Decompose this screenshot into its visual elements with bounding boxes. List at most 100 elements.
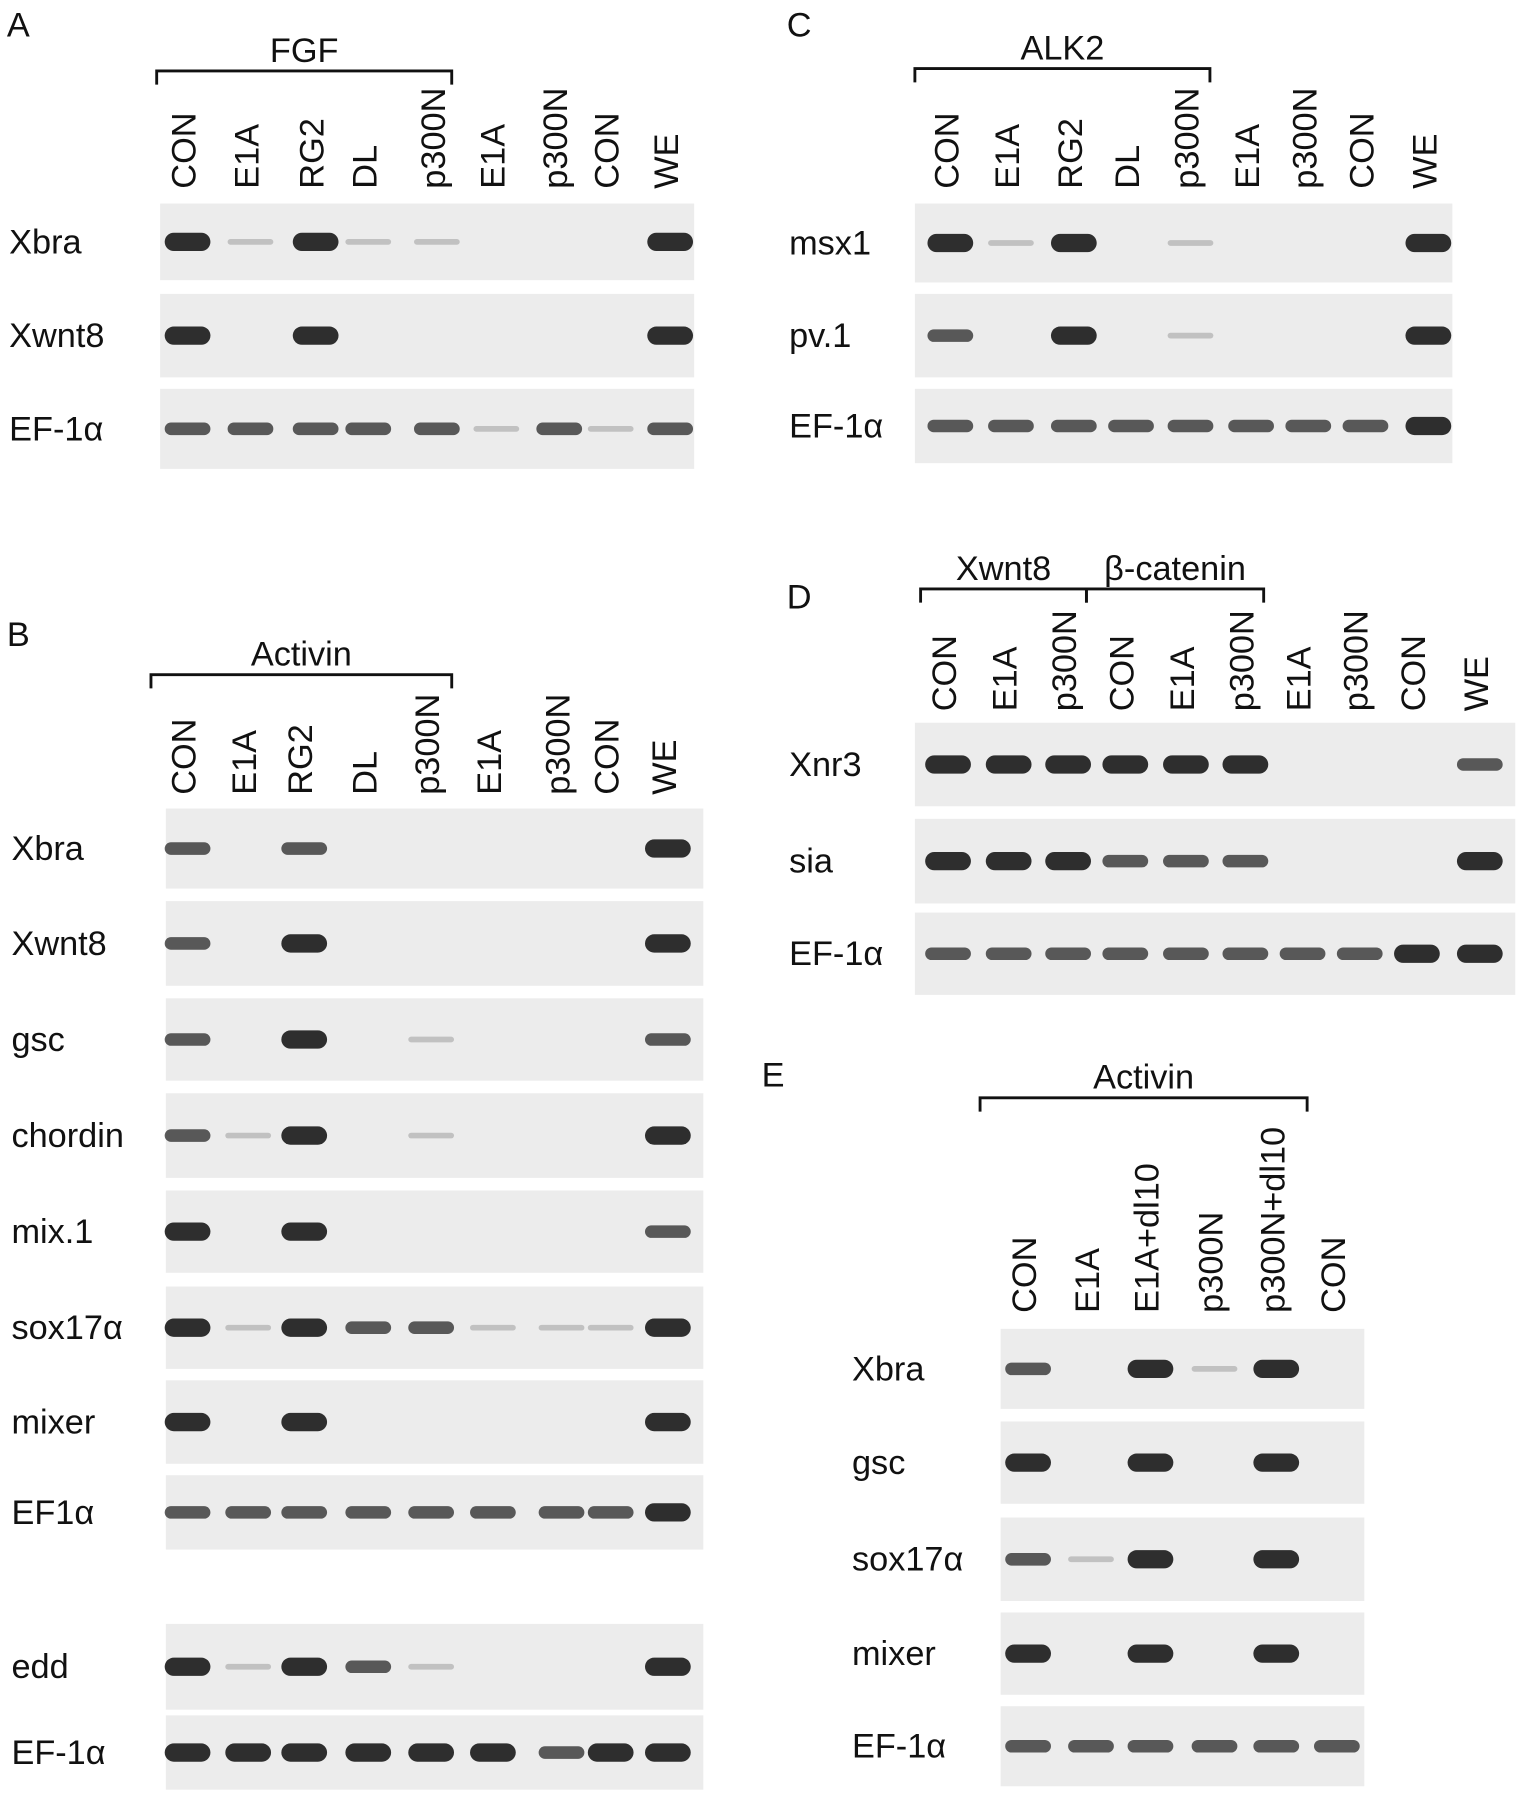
band bbox=[1405, 416, 1452, 436]
band bbox=[1253, 1644, 1300, 1663]
lane-label: DL bbox=[346, 145, 384, 189]
band bbox=[1167, 419, 1214, 433]
band bbox=[1405, 233, 1452, 253]
band bbox=[292, 422, 339, 436]
band bbox=[1191, 1366, 1238, 1372]
band bbox=[225, 1132, 272, 1139]
band bbox=[281, 1412, 328, 1432]
band bbox=[408, 1132, 455, 1139]
band bbox=[1222, 947, 1269, 961]
band bbox=[1050, 233, 1097, 253]
band bbox=[538, 1324, 585, 1331]
lane-label: p300N bbox=[1046, 610, 1084, 711]
row-label: EF-1α bbox=[11, 1734, 105, 1772]
band bbox=[1253, 1550, 1300, 1569]
row-label: Xwnt8 bbox=[11, 925, 106, 963]
lane-label: CON bbox=[1006, 1237, 1044, 1313]
band bbox=[164, 1222, 211, 1241]
band bbox=[1005, 1552, 1051, 1566]
band bbox=[1068, 1556, 1114, 1563]
band bbox=[647, 232, 694, 252]
bracket bbox=[1084, 587, 1266, 603]
band bbox=[413, 422, 460, 436]
group-label: Activin bbox=[1093, 1059, 1194, 1097]
bracket bbox=[155, 69, 454, 85]
lane-label: WE bbox=[646, 740, 684, 795]
lane-label: CON bbox=[1395, 635, 1433, 711]
band bbox=[1222, 755, 1269, 774]
band bbox=[1163, 854, 1209, 868]
band bbox=[1456, 944, 1503, 963]
row-label: Xbra bbox=[11, 830, 84, 868]
gel-strip bbox=[1000, 1706, 1365, 1787]
band bbox=[281, 1318, 328, 1337]
lane-label: E1A bbox=[471, 730, 509, 795]
lane-label: CON bbox=[926, 635, 964, 711]
band bbox=[1342, 419, 1389, 433]
lane-label: E1A bbox=[1281, 646, 1319, 711]
band bbox=[644, 1743, 691, 1762]
lane-label: CON bbox=[589, 719, 627, 795]
band bbox=[644, 934, 691, 953]
band bbox=[1005, 1453, 1051, 1472]
band bbox=[644, 1318, 691, 1337]
panel-label: B bbox=[7, 616, 30, 654]
row-label: Xbra bbox=[852, 1350, 925, 1388]
lane-label: p300N bbox=[537, 88, 575, 189]
lane-label: p300N bbox=[1193, 1212, 1231, 1313]
band bbox=[345, 422, 392, 436]
row-label: mixer bbox=[11, 1403, 95, 1441]
row-label: EF-1α bbox=[9, 410, 103, 448]
lane-label: E1A bbox=[474, 124, 512, 189]
gel-strip bbox=[1000, 1612, 1365, 1695]
band bbox=[345, 1660, 392, 1674]
band bbox=[292, 232, 339, 252]
band bbox=[1108, 419, 1154, 433]
band bbox=[1005, 1644, 1051, 1663]
band bbox=[647, 326, 694, 345]
band bbox=[985, 947, 1032, 961]
row-label: gsc bbox=[11, 1021, 64, 1059]
gel-strip bbox=[1000, 1328, 1365, 1409]
band bbox=[281, 1126, 328, 1145]
band bbox=[281, 1657, 328, 1676]
row-label: Xwnt8 bbox=[9, 317, 104, 355]
gel-strip bbox=[165, 808, 704, 889]
lane-label: p300N bbox=[1338, 610, 1376, 711]
lane-label: WE bbox=[1406, 133, 1444, 188]
band bbox=[281, 1506, 328, 1519]
band bbox=[1313, 1739, 1360, 1753]
band bbox=[345, 239, 392, 245]
band bbox=[1336, 947, 1383, 961]
band bbox=[408, 1036, 455, 1043]
band bbox=[164, 1506, 211, 1519]
band bbox=[925, 947, 971, 961]
band bbox=[1456, 758, 1503, 771]
band bbox=[164, 326, 211, 345]
lane-label: p300N bbox=[415, 88, 453, 189]
lane-label: CON bbox=[1103, 635, 1141, 711]
band bbox=[225, 1743, 272, 1762]
bracket bbox=[978, 1096, 1309, 1112]
band bbox=[1045, 755, 1091, 774]
lane-label: E1A bbox=[987, 646, 1025, 711]
band bbox=[1222, 854, 1269, 868]
band bbox=[985, 851, 1032, 871]
band bbox=[345, 1743, 392, 1762]
band bbox=[1405, 326, 1452, 345]
lane-label: E1A bbox=[226, 730, 264, 795]
band bbox=[1253, 1739, 1300, 1753]
band bbox=[1102, 755, 1149, 774]
lane-label: p300N bbox=[409, 694, 447, 795]
band bbox=[1050, 419, 1097, 433]
band bbox=[1285, 419, 1332, 433]
band bbox=[164, 1412, 211, 1432]
band bbox=[1102, 947, 1149, 961]
band bbox=[225, 1324, 272, 1331]
row-label: mix.1 bbox=[11, 1213, 93, 1251]
band bbox=[1127, 1644, 1174, 1663]
band bbox=[164, 842, 211, 855]
band bbox=[164, 1033, 211, 1046]
band bbox=[1163, 947, 1209, 961]
band bbox=[1068, 1739, 1114, 1753]
